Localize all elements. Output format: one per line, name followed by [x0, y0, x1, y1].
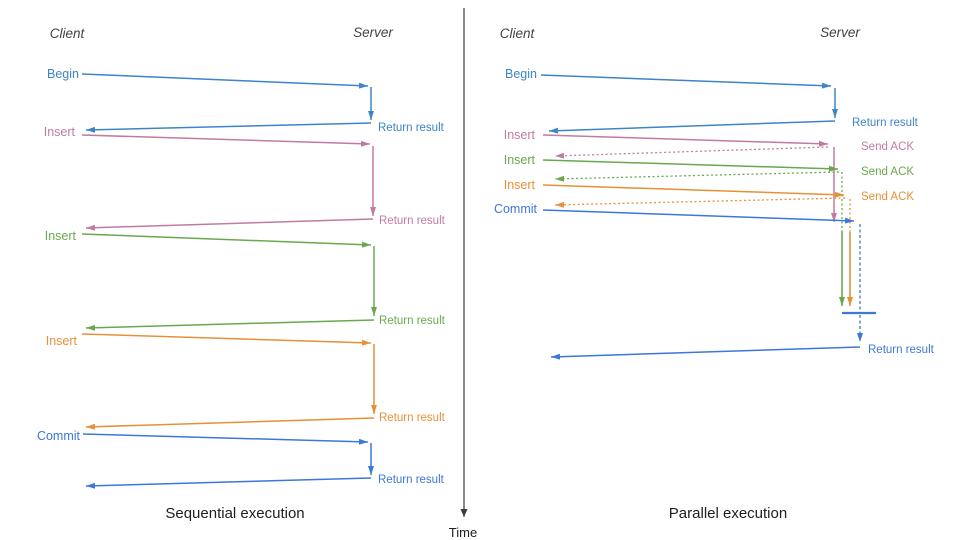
par-begin-request-line — [540, 74, 832, 89]
par-insert1-request-line — [542, 134, 829, 147]
time-axis-label: Time — [449, 525, 477, 540]
sequential-panel-title: Sequential execution — [165, 505, 304, 522]
parallel-panel-title: Parallel execution — [669, 505, 787, 522]
par-commit-request-line — [542, 209, 855, 224]
par-insert1-ack-line — [554, 146, 829, 159]
seq-begin-response-label: Return result — [378, 122, 445, 134]
seq-begin-label: Begin — [47, 67, 79, 81]
par-client-header: Client — [500, 26, 536, 41]
seq-insert2-label: Insert — [45, 229, 77, 243]
seq-insert3-return-line — [85, 417, 375, 430]
par-commit-response-label: Return result — [868, 344, 935, 356]
seq-insert2-request-line — [81, 233, 372, 248]
seq-insert1-response-label: Return result — [379, 215, 446, 227]
seq-client-header: Client — [50, 26, 86, 41]
par-insert1-label: Insert — [504, 128, 536, 142]
par-begin-response-label: Return result — [852, 117, 919, 129]
par-begin-label: Begin — [505, 67, 537, 81]
par-insert2-ack-label: Send ACK — [861, 166, 914, 178]
time-axis: Time — [449, 8, 477, 540]
seq-insert3-request-line — [81, 333, 372, 346]
par-insert3-ack-label: Send ACK — [861, 191, 914, 203]
seq-insert1-request-line — [81, 134, 371, 147]
seq-begin-return-line — [85, 122, 372, 133]
seq-insert1-label: Insert — [44, 125, 76, 139]
par-commit-label: Commit — [494, 202, 538, 216]
seq-insert3-response-label: Return result — [379, 412, 446, 424]
seq-insert3-label: Insert — [46, 334, 78, 348]
seq-begin-request-line — [81, 73, 369, 89]
seq-insert2-response-label: Return result — [379, 315, 446, 327]
seq-commit-request-line — [82, 433, 369, 445]
par-begin-return-line — [548, 120, 836, 134]
par-insert3-label: Insert — [504, 178, 536, 192]
par-server-header: Server — [820, 25, 860, 40]
seq-commit-return-line — [85, 477, 372, 489]
sequential-panel: Client Server Begin Return result Insert… — [37, 25, 446, 522]
par-insert2-request-line — [542, 159, 839, 172]
par-insert2-label: Insert — [504, 153, 536, 167]
seq-insert1-return-line — [85, 218, 374, 231]
seq-server-header: Server — [353, 25, 393, 40]
par-insert2-ack-line — [554, 171, 840, 182]
par-insert1-ack-label: Send ACK — [861, 141, 914, 153]
seq-commit-label: Commit — [37, 429, 81, 443]
seq-insert2-return-line — [85, 319, 375, 331]
par-commit-return-line — [550, 346, 861, 360]
par-insert3-request-line — [542, 184, 845, 198]
parallel-panel: Client Server Begin Return result Insert… — [494, 25, 935, 522]
par-insert3-ack-line — [554, 197, 846, 208]
seq-commit-response-label: Return result — [378, 474, 445, 486]
